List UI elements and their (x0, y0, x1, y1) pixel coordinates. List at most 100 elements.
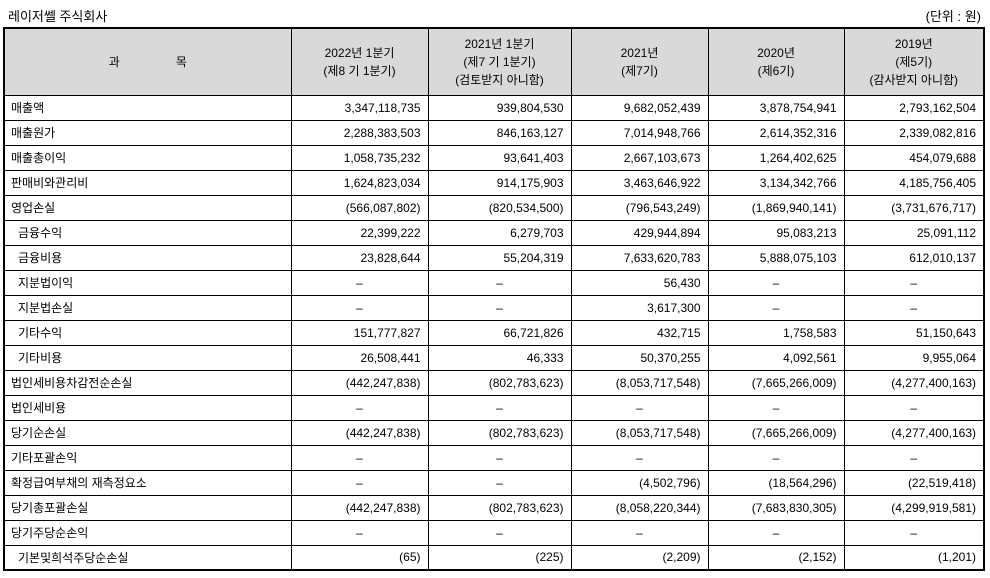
value-cell: (4,277,400,163) (843, 419, 985, 446)
table-row: 법인세비용 – – – – – (3, 394, 985, 421)
row-label: 법인세비용 (3, 394, 292, 421)
value-cell: 93,641,403 (427, 144, 572, 171)
value-cell: 1,058,735,232 (290, 144, 429, 171)
value-cell: 4,092,561 (707, 344, 845, 371)
value-cell: – (427, 519, 572, 546)
value-cell: – (427, 469, 572, 496)
value-cell: (8,053,717,548) (570, 369, 709, 396)
row-label: 법인세비용차감전순손실 (3, 369, 292, 396)
table-row: 매출원가 2,288,383,503 846,163,127 7,014,948,76… (3, 119, 985, 146)
row-label: 지분법손실 (3, 294, 292, 321)
table-row: 법인세비용차감전순손실 (442,247,838) (802,783,623) (8,… (3, 369, 985, 396)
value-cell: 3,878,754,941 (707, 94, 845, 121)
value-cell: – (290, 519, 429, 546)
company-name: 레이저쎌 주식회사 (8, 9, 108, 24)
value-cell: (802,783,623) (427, 419, 572, 446)
value-cell: – (427, 444, 572, 471)
table-header: 과 목 2022년 1분기 (제8 기 1분기) 2021년 1분기 (제7 기… (3, 27, 985, 96)
value-cell: (1,201) (843, 544, 985, 571)
value-cell: (2,209) (570, 544, 709, 571)
column-header-item: 과 목 (3, 27, 292, 96)
value-cell: 939,804,530 (427, 94, 572, 121)
row-label: 금융수익 (3, 219, 292, 246)
table-row: 당기총포괄손실 (442,247,838) (802,783,623) (8,058,… (3, 494, 985, 521)
row-label: 판매비와관리비 (3, 169, 292, 196)
row-label: 기본및희석주당순손실 (3, 544, 292, 571)
value-cell: – (570, 519, 709, 546)
column-header-2022q1: 2022년 1분기 (제8 기 1분기) (290, 27, 429, 96)
value-cell: 26,508,441 (290, 344, 429, 371)
row-label: 기타수익 (3, 319, 292, 346)
value-cell: (8,058,220,344) (570, 494, 709, 521)
value-cell: 7,014,948,766 (570, 119, 709, 146)
value-cell: – (843, 294, 985, 321)
value-cell: – (290, 294, 429, 321)
value-cell: (7,665,266,009) (707, 369, 845, 396)
table-row: 확정급여부채의 재측정요소 – – (4,502,796) (18,564,296) (2… (3, 469, 985, 496)
item-header-right: 목 (175, 54, 187, 69)
value-cell: – (843, 444, 985, 471)
unit-note: (단위 : 원) (925, 9, 981, 24)
table-row: 매출액 3,347,118,735 939,804,530 9,682,052,439… (3, 94, 985, 121)
value-cell: (1,869,940,141) (707, 194, 845, 221)
table-body: 매출액 3,347,118,735 939,804,530 9,682,052,439… (3, 94, 985, 571)
value-cell: 56,430 (570, 269, 709, 296)
row-label: 기타비용 (3, 344, 292, 371)
column-header-2020: 2020년 (제6기) (707, 27, 845, 96)
value-cell: 1,758,583 (707, 319, 845, 346)
value-cell: 3,617,300 (570, 294, 709, 321)
value-cell: 612,010,137 (843, 244, 985, 271)
row-label: 지분법이익 (3, 269, 292, 296)
value-cell: 454,079,688 (843, 144, 985, 171)
value-cell: – (707, 444, 845, 471)
value-cell: (802,783,623) (427, 369, 572, 396)
table-row: 기타수익 151,777,827 66,721,826 432,715 1,758,58… (3, 319, 985, 346)
row-label: 당기총포괄손실 (3, 494, 292, 521)
value-cell: (225) (427, 544, 572, 571)
value-cell: 432,715 (570, 319, 709, 346)
column-header-2021q1: 2021년 1분기 (제7 기 1분기) (검토받지 아니함) (427, 27, 572, 96)
table-row: 기타비용 26,508,441 46,333 50,370,255 4,092,561 9… (3, 344, 985, 371)
column-header-2019: 2019년 (제5기) (감사받지 아니함) (843, 27, 985, 96)
value-cell: – (290, 469, 429, 496)
table-row: 당기주당순손익 – – – – – (3, 519, 985, 546)
value-cell: (3,731,676,717) (843, 194, 985, 221)
value-cell: 1,624,823,034 (290, 169, 429, 196)
value-cell: – (427, 394, 572, 421)
value-cell: 2,614,352,316 (707, 119, 845, 146)
row-label: 매출액 (3, 94, 292, 121)
row-label: 매출원가 (3, 119, 292, 146)
value-cell: – (707, 394, 845, 421)
value-cell: 66,721,826 (427, 319, 572, 346)
value-cell: 9,682,052,439 (570, 94, 709, 121)
row-label: 금융비용 (3, 244, 292, 271)
value-cell: – (707, 519, 845, 546)
value-cell: (22,519,418) (843, 469, 985, 496)
value-cell: (8,053,717,548) (570, 419, 709, 446)
value-cell: – (290, 394, 429, 421)
table-row: 기본및희석주당순손실 (65) (225) (2,209) (2,152) (1,201) (3, 544, 985, 571)
value-cell: 914,175,903 (427, 169, 572, 196)
value-cell: (796,543,249) (570, 194, 709, 221)
value-cell: 151,777,827 (290, 319, 429, 346)
table-row: 금융비용 23,828,644 55,204,319 7,633,620,783 5,8… (3, 244, 985, 271)
value-cell: (7,683,830,305) (707, 494, 845, 521)
value-cell: 5,888,075,103 (707, 244, 845, 271)
table-row: 판매비와관리비 1,624,823,034 914,175,903 3,463,646… (3, 169, 985, 196)
value-cell: 23,828,644 (290, 244, 429, 271)
row-label: 당기주당순손익 (3, 519, 292, 546)
column-header-2021: 2021년 (제7기) (570, 27, 709, 96)
row-label: 매출총이익 (3, 144, 292, 171)
value-cell: 1,264,402,625 (707, 144, 845, 171)
value-cell: – (427, 294, 572, 321)
value-cell: 51,150,643 (843, 319, 985, 346)
header-row: 과 목 2022년 1분기 (제8 기 1분기) 2021년 1분기 (제7 기… (3, 27, 985, 96)
value-cell: 2,339,082,816 (843, 119, 985, 146)
value-cell: (2,152) (707, 544, 845, 571)
table-row: 당기순손실 (442,247,838) (802,783,623) (8,053,71… (3, 419, 985, 446)
value-cell: – (570, 394, 709, 421)
table-row: 기타포괄손익 – – – – – (3, 444, 985, 471)
table-row: 금융수익 22,399,222 6,279,703 429,944,894 95,083… (3, 219, 985, 246)
value-cell: 9,955,064 (843, 344, 985, 371)
value-cell: (7,665,266,009) (707, 419, 845, 446)
